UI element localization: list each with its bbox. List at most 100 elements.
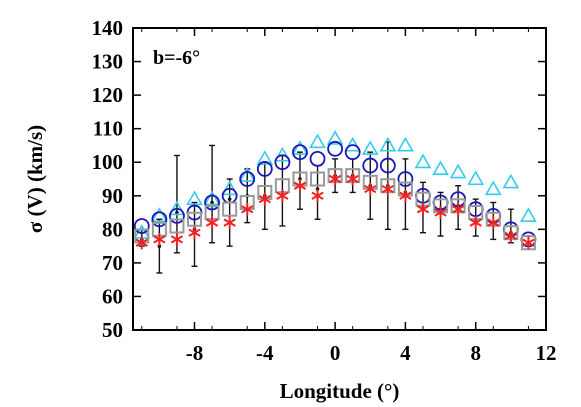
square-point <box>187 211 203 227</box>
star-point <box>416 202 430 216</box>
triangle-point <box>379 136 397 152</box>
star-point <box>504 229 517 243</box>
circle-point <box>151 211 168 228</box>
y-tick-label: 110 <box>93 117 123 141</box>
y-tick-label: 70 <box>102 251 123 275</box>
chart-annotation: b=-6° <box>153 47 200 69</box>
square-point <box>169 218 185 234</box>
triangle-point <box>397 136 414 152</box>
error-bar-center <box>227 197 232 201</box>
star-point <box>346 172 359 186</box>
triangle-point <box>502 173 520 189</box>
plot-frame <box>132 27 547 331</box>
circle-point <box>274 154 291 171</box>
chart-labels: b=-6° Longitude (°) σ (V) (km/s) <box>23 47 399 403</box>
circle-point <box>344 144 361 161</box>
x-axis-title: Longitude (°) <box>280 379 400 403</box>
data-series <box>133 130 537 251</box>
star-point <box>399 189 412 203</box>
triangle-point <box>203 190 221 206</box>
circle-point <box>362 157 379 174</box>
star-point <box>328 172 342 186</box>
star-stroke <box>522 238 535 247</box>
star-point <box>170 232 184 246</box>
star-point <box>469 216 482 230</box>
triangle-point <box>449 163 467 179</box>
triangle-point <box>520 207 537 222</box>
circle-point <box>169 208 185 224</box>
star-stroke <box>451 205 465 214</box>
triangle-point <box>432 160 449 175</box>
circle-point <box>397 171 414 187</box>
circle-point <box>239 171 256 187</box>
x-tick-label: 8 <box>470 341 481 365</box>
x-tick-label: 12 <box>536 341 557 365</box>
triangle-point <box>361 140 379 155</box>
y-tick-label: 60 <box>102 284 123 308</box>
star-point <box>241 202 254 216</box>
star-point <box>311 189 324 203</box>
star-stroke <box>223 218 236 227</box>
axes: -8 -4 0 4 8 12 50 60 70 80 90 100 110 120 130 140 <box>92 16 557 365</box>
triangle-point <box>484 180 502 196</box>
star-point <box>451 202 465 216</box>
star-stroke <box>504 231 517 241</box>
series-star <box>135 172 535 250</box>
circle-point <box>292 144 308 161</box>
y-tick-label: 130 <box>92 50 124 74</box>
y-axis-title: σ (V) (km/s) <box>23 125 47 233</box>
star-stroke <box>188 228 201 237</box>
triangle-point <box>221 180 239 196</box>
star-stroke <box>241 205 254 214</box>
star-stroke <box>487 218 500 227</box>
triangle-point <box>238 167 256 182</box>
star-stroke <box>346 174 359 184</box>
circle-point <box>133 218 150 234</box>
square-point <box>310 171 326 187</box>
triangle-point <box>291 140 309 155</box>
y-tick-label: 100 <box>92 150 124 174</box>
y-tick-label: 80 <box>102 217 123 241</box>
star-stroke <box>135 238 148 247</box>
error-bars <box>138 141 532 274</box>
star-point <box>487 216 500 230</box>
triangle-point <box>344 136 362 152</box>
error-bar-center <box>175 210 179 215</box>
star-stroke <box>205 218 219 227</box>
star-stroke <box>328 174 342 184</box>
star-point <box>434 206 447 220</box>
star-point <box>381 182 394 196</box>
star-stroke <box>293 181 307 190</box>
star-stroke <box>364 184 377 194</box>
triangle-point <box>256 150 274 165</box>
x-tick-label: 0 <box>330 341 341 365</box>
circle-point <box>379 157 396 174</box>
triangle-point <box>326 130 344 145</box>
star-stroke <box>170 235 184 244</box>
star-point <box>205 216 219 230</box>
circle-point <box>204 194 220 211</box>
circle-point <box>256 161 273 177</box>
error-bar-center <box>210 200 214 205</box>
star-stroke <box>399 191 412 200</box>
x-tick-label: -8 <box>186 341 204 365</box>
series-triangle <box>133 130 537 239</box>
triangle-point <box>274 146 291 162</box>
star-stroke <box>416 205 430 214</box>
error-bar <box>156 218 163 274</box>
star-stroke <box>381 184 394 194</box>
circle-point <box>327 140 344 157</box>
triangle-point <box>186 190 203 206</box>
star-point <box>364 182 377 196</box>
star-point <box>522 236 535 250</box>
star-point <box>153 232 166 246</box>
triangle-point <box>309 133 326 149</box>
triangle-point <box>150 207 168 222</box>
star-stroke <box>311 191 324 200</box>
y-tick-label: 140 <box>92 16 124 40</box>
error-bar <box>226 178 233 247</box>
triangle-point <box>168 200 186 216</box>
x-tick-label: 4 <box>400 341 411 365</box>
circle-point <box>309 150 326 167</box>
star-point <box>293 179 307 193</box>
